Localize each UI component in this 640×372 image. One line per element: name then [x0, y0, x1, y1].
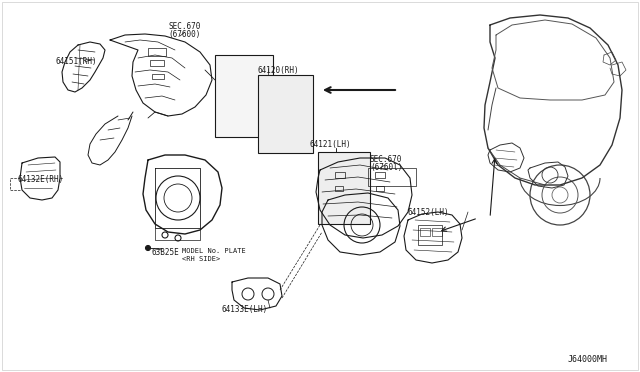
- Text: MODEL No. PLATE: MODEL No. PLATE: [182, 248, 246, 254]
- Bar: [148, 48, 166, 56]
- Text: (6760l): (6760l): [370, 163, 403, 172]
- Text: J64000MH: J64000MH: [568, 355, 608, 364]
- Circle shape: [145, 246, 150, 250]
- Bar: [335, 186, 343, 191]
- Bar: [368, 168, 416, 186]
- Text: 64120(RH): 64120(RH): [258, 66, 300, 75]
- Bar: [418, 225, 442, 245]
- Text: 64132E(RH): 64132E(RH): [18, 175, 64, 184]
- Bar: [215, 55, 273, 137]
- Text: 64152(LH): 64152(LH): [408, 208, 450, 217]
- Text: 64121(LH): 64121(LH): [310, 140, 351, 149]
- Text: <RH SIDE>: <RH SIDE>: [182, 256, 220, 262]
- Text: (67600): (67600): [169, 30, 201, 39]
- Bar: [152, 74, 164, 79]
- Text: 64151(RH): 64151(RH): [55, 57, 97, 66]
- Bar: [375, 172, 385, 178]
- Bar: [258, 75, 313, 153]
- Bar: [420, 228, 430, 236]
- Bar: [376, 186, 384, 191]
- Bar: [150, 60, 164, 66]
- Bar: [335, 172, 345, 178]
- Text: SEC.670: SEC.670: [370, 155, 403, 164]
- Text: 63B25E: 63B25E: [152, 248, 180, 257]
- Text: 64133E(LH): 64133E(LH): [222, 305, 268, 314]
- Text: SEC.670: SEC.670: [169, 22, 201, 31]
- Bar: [432, 228, 442, 236]
- Bar: [318, 152, 370, 224]
